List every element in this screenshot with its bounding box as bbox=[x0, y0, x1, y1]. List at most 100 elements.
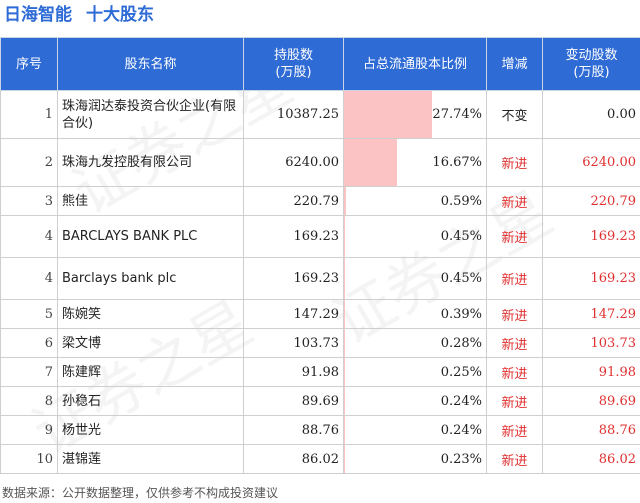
cell-change-status: 新进 bbox=[486, 215, 543, 258]
table-row[interactable]: 3 熊佳 220.79 0.59% 新进 220.79 bbox=[0, 186, 640, 216]
table-row[interactable]: 4 BARCLAYS BANK PLC 169.23 0.45% 新进 169.23 bbox=[0, 215, 640, 258]
cell-change-status: 不变 bbox=[486, 90, 543, 139]
cell-seq: 7 bbox=[0, 357, 58, 387]
shareholders-table: 序号 股东名称 持股数 (万股) 占总流通股本比例 增减 变动股数 (万股) 1 珠海润达泰投资… bbox=[0, 37, 640, 474]
cell-shareholder-name: 熊佳 bbox=[57, 186, 244, 216]
cell-ratio: 0.45% bbox=[343, 257, 487, 300]
cell-seq: 6 bbox=[0, 328, 58, 358]
table-row[interactable]: 10 湛锦莲 86.02 0.23% 新进 86.02 bbox=[0, 444, 640, 474]
cell-delta: 147.29 bbox=[542, 299, 640, 329]
cell-delta: 89.69 bbox=[542, 386, 640, 416]
cell-shares: 10387.25 bbox=[243, 90, 344, 139]
ratio-value: 0.39% bbox=[440, 306, 482, 322]
cell-shares: 147.29 bbox=[243, 299, 344, 329]
col-shares-header[interactable]: 持股数 (万股) bbox=[243, 37, 344, 91]
cell-shareholder-name: 杨世光 bbox=[57, 415, 244, 445]
ratio-bar bbox=[344, 216, 346, 257]
ratio-bar bbox=[344, 258, 346, 299]
col-seq-header[interactable]: 序号 bbox=[0, 37, 58, 91]
cell-delta: 169.23 bbox=[542, 215, 640, 258]
ratio-bar bbox=[344, 187, 346, 215]
ratio-bar bbox=[344, 387, 345, 415]
cell-delta: 220.79 bbox=[542, 186, 640, 216]
table-row[interactable]: 9 杨世光 88.76 0.24% 新进 88.76 bbox=[0, 415, 640, 445]
ratio-value: 0.23% bbox=[440, 451, 482, 467]
page-title: 日海智能 十大股东 bbox=[4, 2, 154, 28]
data-source-note: 数据来源：公开数据整理，仅供参考不构成投资建议 bbox=[2, 486, 279, 500]
cell-shares: 6240.00 bbox=[243, 138, 344, 187]
cell-seq: 2 bbox=[0, 138, 58, 187]
col-delta-header[interactable]: 变动股数 (万股) bbox=[542, 37, 640, 91]
cell-delta: 0.00 bbox=[542, 90, 640, 139]
ratio-bar bbox=[344, 358, 345, 386]
cell-shareholder-name: Barclays bank plc bbox=[57, 257, 244, 300]
cell-ratio: 27.74% bbox=[343, 90, 487, 139]
cell-shareholder-name: 湛锦莲 bbox=[57, 444, 244, 474]
cell-ratio: 0.45% bbox=[343, 215, 487, 258]
cell-seq: 10 bbox=[0, 444, 58, 474]
cell-delta: 6240.00 bbox=[542, 138, 640, 187]
cell-seq: 3 bbox=[0, 186, 58, 216]
cell-ratio: 0.39% bbox=[343, 299, 487, 329]
cell-delta: 86.02 bbox=[542, 444, 640, 474]
cell-ratio: 0.28% bbox=[343, 328, 487, 358]
cell-shares: 169.23 bbox=[243, 215, 344, 258]
cell-shareholder-name: 珠海润达泰投资合伙企业(有限合伙) bbox=[57, 90, 244, 139]
table-row[interactable]: 8 孙稳石 89.69 0.24% 新进 89.69 bbox=[0, 386, 640, 416]
cell-shares: 169.23 bbox=[243, 257, 344, 300]
section-title: 十大股东 bbox=[86, 5, 154, 25]
cell-seq: 9 bbox=[0, 415, 58, 445]
ratio-value: 27.74% bbox=[432, 107, 482, 122]
ratio-bar bbox=[344, 445, 345, 473]
cell-ratio: 16.67% bbox=[343, 138, 487, 187]
ratio-value: 0.24% bbox=[440, 393, 482, 409]
table-row[interactable]: 5 陈婉笑 147.29 0.39% 新进 147.29 bbox=[0, 299, 640, 329]
col-change-header[interactable]: 增减 bbox=[486, 37, 543, 91]
cell-seq: 1 bbox=[0, 90, 58, 139]
cell-ratio: 0.23% bbox=[343, 444, 487, 474]
ratio-bar bbox=[344, 416, 345, 444]
ratio-value: 16.67% bbox=[432, 155, 482, 170]
table-row[interactable]: 2 珠海九发控股有限公司 6240.00 16.67% 新进 6240.00 bbox=[0, 138, 640, 187]
cell-ratio: 0.24% bbox=[343, 386, 487, 416]
table-row[interactable]: 7 陈建辉 91.98 0.25% 新进 91.98 bbox=[0, 357, 640, 387]
ratio-bar bbox=[344, 91, 433, 138]
cell-shareholder-name: 孙稳石 bbox=[57, 386, 244, 416]
cell-change-status: 新进 bbox=[486, 257, 543, 300]
table-row[interactable]: 6 梁文博 103.73 0.28% 新进 103.73 bbox=[0, 328, 640, 358]
table-row[interactable]: 1 珠海润达泰投资合伙企业(有限合伙) 10387.25 27.74% 不变 0.00 bbox=[0, 90, 640, 139]
cell-shares: 103.73 bbox=[243, 328, 344, 358]
cell-change-status: 新进 bbox=[486, 186, 543, 216]
ratio-value: 0.45% bbox=[440, 271, 482, 286]
col-ratio-header[interactable]: 占总流通股本比例 bbox=[343, 37, 487, 91]
cell-delta: 169.23 bbox=[542, 257, 640, 300]
cell-ratio: 0.59% bbox=[343, 186, 487, 216]
ratio-bar bbox=[344, 329, 345, 357]
table-header-row: 序号 股东名称 持股数 (万股) 占总流通股本比例 增减 变动股数 (万股) bbox=[0, 37, 640, 91]
ratio-value: 0.28% bbox=[440, 335, 482, 351]
cell-change-status: 新进 bbox=[486, 357, 543, 387]
cell-delta: 91.98 bbox=[542, 357, 640, 387]
cell-shareholder-name: 陈建辉 bbox=[57, 357, 244, 387]
cell-change-status: 新进 bbox=[486, 299, 543, 329]
ratio-bar bbox=[344, 139, 397, 186]
cell-change-status: 新进 bbox=[486, 328, 543, 358]
cell-delta: 88.76 bbox=[542, 415, 640, 445]
cell-ratio: 0.24% bbox=[343, 415, 487, 445]
cell-seq: 5 bbox=[0, 299, 58, 329]
ratio-value: 0.45% bbox=[440, 229, 482, 244]
ratio-bar bbox=[344, 300, 346, 328]
cell-ratio: 0.25% bbox=[343, 357, 487, 387]
col-name-header[interactable]: 股东名称 bbox=[57, 37, 244, 91]
cell-change-status: 新进 bbox=[486, 415, 543, 445]
cell-shares: 91.98 bbox=[243, 357, 344, 387]
cell-delta: 103.73 bbox=[542, 328, 640, 358]
table-row[interactable]: 4 Barclays bank plc 169.23 0.45% 新进 169.23 bbox=[0, 257, 640, 300]
cell-seq: 4 bbox=[0, 215, 58, 258]
cell-shareholder-name: BARCLAYS BANK PLC bbox=[57, 215, 244, 258]
cell-change-status: 新进 bbox=[486, 386, 543, 416]
cell-seq: 4 bbox=[0, 257, 58, 300]
cell-shareholder-name: 梁文博 bbox=[57, 328, 244, 358]
ratio-value: 0.59% bbox=[440, 193, 482, 209]
cell-seq: 8 bbox=[0, 386, 58, 416]
